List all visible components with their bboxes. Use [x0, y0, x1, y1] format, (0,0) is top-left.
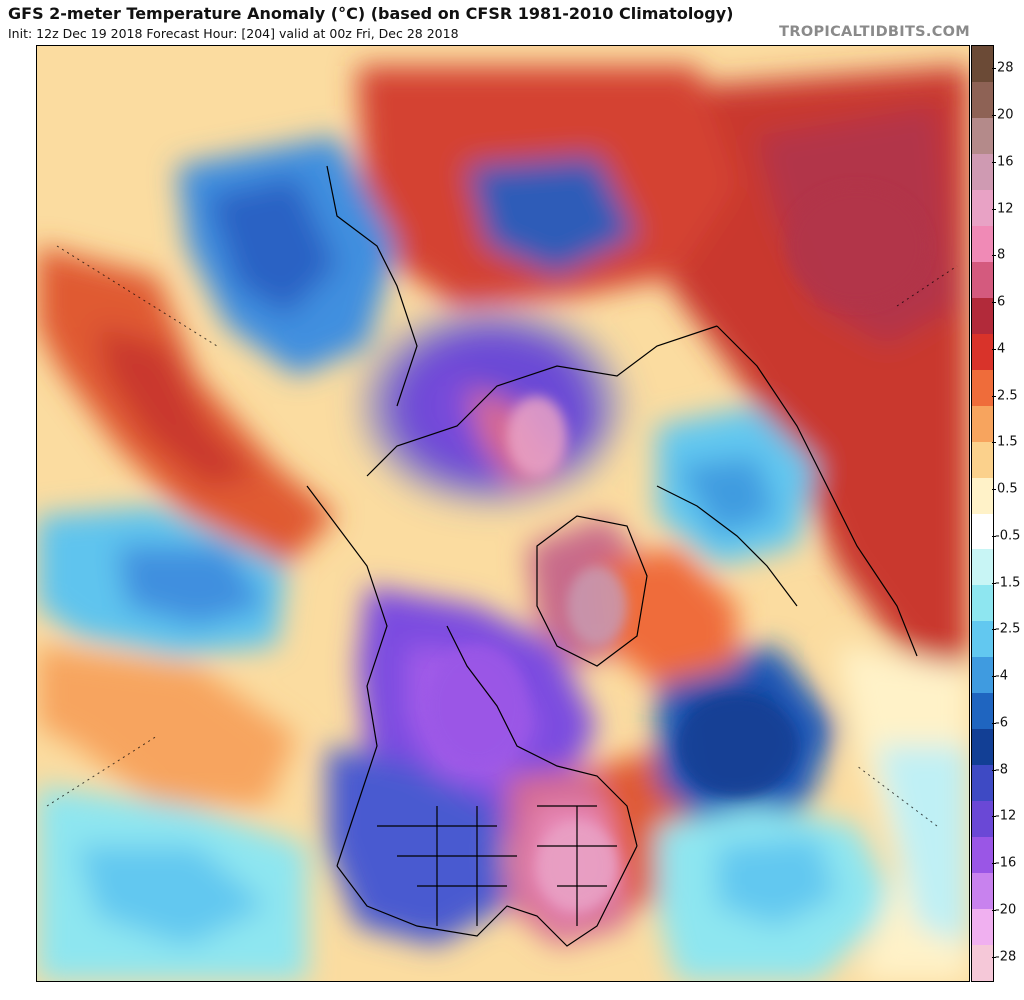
colorbar-swatch — [972, 837, 993, 874]
colorbar-swatch — [972, 261, 993, 299]
coastlines — [306, 165, 918, 947]
colorbar-tick — [992, 489, 996, 491]
colorbar-swatch — [972, 549, 993, 586]
colorbar-label: -4 — [995, 668, 1008, 684]
colorbar-label: -8 — [995, 762, 1008, 778]
colorbar-swatch — [972, 729, 993, 766]
colorbar-tick — [992, 722, 996, 724]
colorbar-swatch — [972, 333, 993, 371]
colorbar-swatch — [972, 297, 993, 335]
colorbar-tick — [992, 255, 996, 257]
colorbar-tick — [992, 535, 996, 537]
colorbar-swatch — [972, 801, 993, 838]
colorbar-label: 1.5 — [997, 434, 1018, 450]
colorbar-label: 28 — [997, 60, 1014, 76]
temperature-anomaly-map — [36, 45, 970, 982]
anomaly-field — [37, 66, 969, 981]
colorbar-tick — [992, 956, 996, 958]
colorbar-swatch — [972, 46, 993, 83]
colorbar-tick — [992, 442, 996, 444]
colorbar-label: 6 — [997, 294, 1006, 310]
colorbar-swatch — [972, 441, 993, 479]
colorbar-swatch — [972, 477, 993, 514]
colorbar-swatch — [972, 117, 993, 155]
colorbar-swatch — [972, 225, 993, 263]
brand-logo-text[interactable]: TROPICALTIDBITS.COM — [779, 24, 970, 40]
colorbar-tick — [992, 68, 996, 70]
colorbar-tick — [992, 676, 996, 678]
colorbar-tick — [992, 769, 996, 771]
colorbar-swatch — [972, 765, 993, 802]
colorbar-tick — [992, 909, 996, 911]
colorbar-tick — [992, 629, 996, 631]
colorbar-tick — [992, 816, 996, 818]
colorbar-swatch — [972, 153, 993, 191]
init-forecast-info: Init: 12z Dec 19 2018 Forecast Hour: [20… — [8, 26, 459, 41]
colorbar-swatch — [972, 693, 993, 730]
colorbar-label: -16 — [995, 855, 1017, 871]
anomaly-detail — [427, 186, 927, 911]
colorbar-swatch — [972, 585, 993, 622]
colorbar-tick — [992, 208, 996, 210]
colorbar-swatch — [972, 81, 993, 119]
colorbar-legend — [971, 45, 994, 982]
colorbar-tick — [992, 863, 996, 865]
colorbar-label: 2.5 — [997, 388, 1018, 404]
colorbar-tick — [992, 582, 996, 584]
chart-title: GFS 2-meter Temperature Anomaly (°C) (ba… — [8, 4, 734, 23]
colorbar-label: 16 — [997, 154, 1014, 170]
colorbar-label: -6 — [995, 715, 1008, 731]
colorbar-label: -12 — [995, 808, 1017, 824]
colorbar-tick — [992, 115, 996, 117]
colorbar-tick — [992, 302, 996, 304]
colorbar-swatch — [972, 405, 993, 443]
colorbar-swatch — [972, 369, 993, 407]
colorbar-label: -28 — [995, 949, 1017, 965]
colorbar-label: -2.5 — [995, 621, 1021, 637]
colorbar-label: -1.5 — [995, 575, 1021, 591]
colorbar-tick — [992, 395, 996, 397]
colorbar-swatch — [972, 657, 993, 694]
graticule — [46, 245, 958, 827]
colorbar-label: -20 — [995, 902, 1017, 918]
colorbar-swatch — [972, 873, 993, 910]
colorbar-swatch — [972, 189, 993, 227]
colorbar-label: 0.5 — [997, 481, 1018, 497]
colorbar-label: 8 — [997, 247, 1006, 263]
colorbar-swatch — [972, 513, 993, 550]
colorbar-label: 12 — [997, 201, 1014, 217]
colorbar-label: -0.5 — [995, 528, 1021, 544]
colorbar-swatch — [972, 945, 993, 982]
colorbar-tick — [992, 348, 996, 350]
colorbar-tick — [992, 161, 996, 163]
colorbar-label: 20 — [997, 107, 1014, 123]
colorbar-swatch — [972, 621, 993, 658]
map-svg — [37, 46, 969, 981]
colorbar-swatch — [972, 909, 993, 946]
colorbar-label: 4 — [997, 341, 1006, 357]
